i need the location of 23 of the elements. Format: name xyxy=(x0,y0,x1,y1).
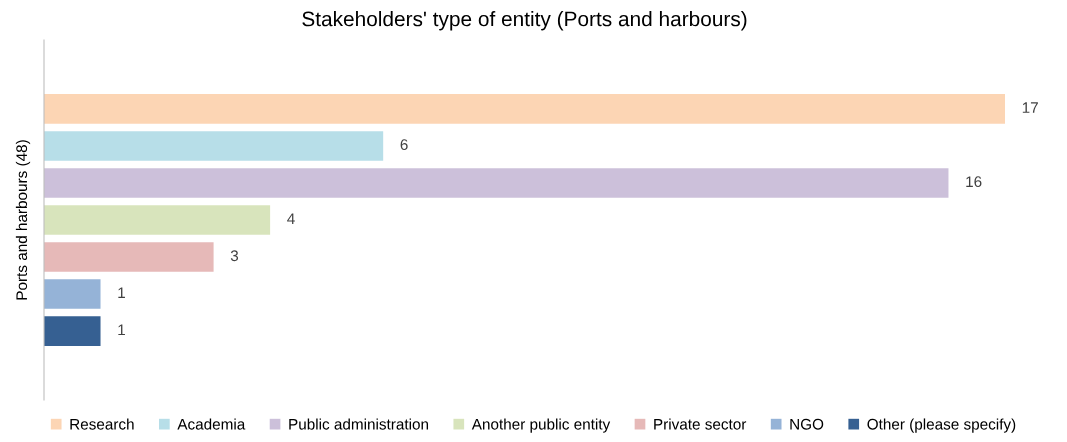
bar xyxy=(44,279,101,309)
data-label: 6 xyxy=(400,139,408,151)
bar xyxy=(44,316,101,346)
data-label: 16 xyxy=(966,176,982,188)
data-label: 1 xyxy=(118,324,125,336)
bar xyxy=(44,205,271,235)
bar xyxy=(44,168,949,198)
legend-label: Other (please specify) xyxy=(867,418,1016,433)
data-label: 17 xyxy=(1022,102,1038,113)
legend-label: NGO xyxy=(790,418,824,430)
legend-label: Private sector xyxy=(654,418,747,430)
data-label: 3 xyxy=(230,250,239,262)
data-label: 4 xyxy=(287,213,295,224)
data-label: 1 xyxy=(118,287,125,299)
legend-label: Academia xyxy=(177,418,246,430)
chart-title: Stakeholders' type of entity (Ports and harbours) xyxy=(302,11,747,31)
legend-label: Research xyxy=(70,418,134,430)
legend-label: Another public entity xyxy=(471,418,611,433)
bar xyxy=(44,131,384,161)
y-axis-title: Ports and harbours (48) xyxy=(15,140,31,300)
bar xyxy=(44,94,1005,124)
legend-label: Public administration xyxy=(289,418,429,430)
bar xyxy=(44,242,214,272)
